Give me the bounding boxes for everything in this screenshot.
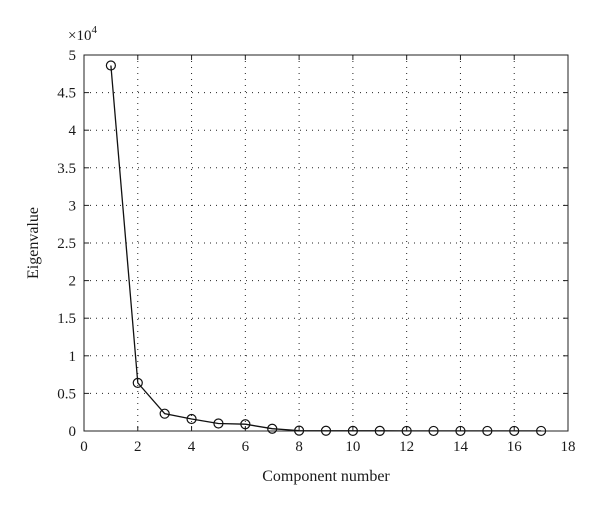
y-tick-label: 1 — [69, 349, 77, 365]
x-tick-label: 16 — [507, 439, 523, 455]
y-tick-label: 2.5 — [57, 236, 76, 252]
y-tick-label: 3 — [69, 198, 77, 214]
y-exponent-base: ×10 — [68, 28, 91, 44]
data-point-marker — [186, 413, 197, 425]
x-tick-label: 0 — [80, 439, 88, 455]
y-tick-label: 1.5 — [57, 311, 76, 327]
axis-ticks — [83, 54, 569, 432]
x-tick-label: 8 — [295, 439, 303, 455]
data-point-marker — [213, 418, 224, 429]
x-tick-label: 10 — [345, 439, 360, 455]
y-tick-label: 0 — [69, 424, 77, 440]
tick-labels: 0 2 4 6 8 10 12 14 16 18 0 0.5 1 1.5 2 2.5 3 3.5 4 4.5 5 — [57, 48, 575, 455]
data-series — [105, 60, 547, 437]
y-tick-label: 4.5 — [57, 86, 76, 102]
data-point-marker — [482, 425, 493, 437]
x-tick-label: 12 — [399, 439, 414, 455]
y-tick-label: 3.5 — [57, 161, 76, 177]
y-tick-label: 0.5 — [57, 386, 76, 402]
y-tick-label: 2 — [69, 274, 77, 290]
x-tick-label: 4 — [188, 439, 196, 455]
data-point-marker — [428, 425, 439, 437]
data-point-marker — [347, 425, 358, 436]
x-tick-label: 2 — [134, 439, 142, 455]
x-tick-label: 14 — [453, 439, 469, 455]
data-point-marker — [455, 425, 466, 437]
data-point-marker — [132, 377, 143, 388]
data-point-marker — [105, 60, 116, 71]
data-point-marker — [267, 423, 278, 434]
x-tick-label: 6 — [242, 439, 250, 455]
grid-lines — [84, 55, 568, 431]
data-point-marker — [374, 425, 385, 436]
data-point-marker — [401, 425, 412, 437]
y-exponent-power: 4 — [91, 24, 97, 36]
y-tick-label: 4 — [69, 123, 77, 139]
data-point-marker — [294, 425, 305, 436]
data-point-marker — [536, 425, 547, 437]
data-point-marker — [320, 425, 332, 436]
series-line — [110, 65, 542, 432]
x-tick-label: 18 — [561, 439, 576, 455]
data-point-marker — [159, 408, 170, 419]
data-point-marker — [509, 425, 520, 437]
data-point-marker — [240, 419, 251, 430]
x-axis-title: Component number — [262, 468, 390, 485]
y-tick-label: 5 — [69, 48, 77, 64]
y-axis-title: Eigenvalue — [25, 207, 42, 279]
y-exponent-label: ×104 — [68, 24, 97, 44]
